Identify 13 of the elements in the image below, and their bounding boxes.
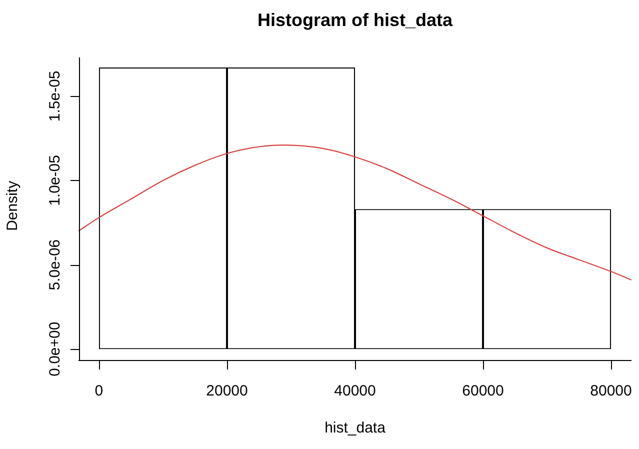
y-tick-label: 0.0e+00	[46, 322, 64, 376]
y-axis-title: Density	[4, 180, 22, 231]
y-tick-label: 1.5e-05	[46, 70, 64, 122]
x-tick-label: 0	[94, 382, 104, 400]
x-tick-label: 20000	[206, 382, 248, 400]
x-tick-label: 80000	[590, 382, 632, 400]
line-series	[78, 144, 632, 281]
x-axis-title: hist_data	[324, 420, 386, 437]
y-tick-label: 1.0e-05	[46, 155, 64, 206]
chart-title: Histogram of hist_data	[257, 10, 454, 30]
x-tick-label: 60000	[462, 382, 504, 400]
x-tick-label: 40000	[334, 382, 376, 400]
y-tick-label: 5.0e-06	[46, 239, 64, 290]
